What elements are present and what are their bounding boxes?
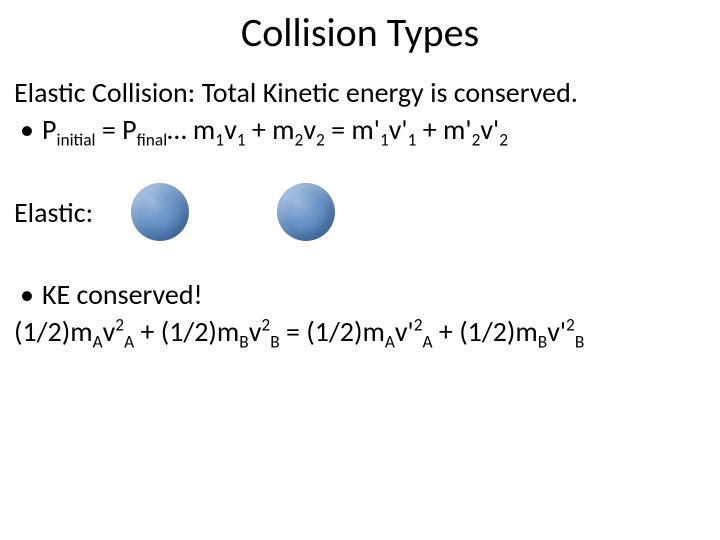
mp2: m' <box>443 112 472 147</box>
sub-a3: A <box>385 331 395 353</box>
half-3: (1/2) <box>306 314 362 349</box>
sup2-1: 2 <box>115 314 124 336</box>
ke-v-b: v <box>249 314 262 349</box>
final-sub: final <box>137 129 168 151</box>
m1v1: m1v1 <box>193 112 246 147</box>
half-2: (1/2) <box>161 314 217 349</box>
sub1c: 1 <box>380 129 389 151</box>
mp1: m' <box>351 112 380 147</box>
ke-eq: = <box>280 314 307 349</box>
ke-conserved: KE conserved! <box>14 277 706 312</box>
sub1b: 1 <box>237 129 246 151</box>
sub-a2: A <box>124 331 134 353</box>
ball-right-icon <box>277 183 335 241</box>
ke-m-b: m <box>217 314 239 349</box>
v2: v <box>303 112 316 147</box>
p-final: Pfinal <box>122 112 167 147</box>
ke-v-a: v <box>103 314 116 349</box>
ellipsis: … <box>167 112 193 147</box>
m2: m <box>272 112 294 147</box>
slide-body: Elastic Collision: Total Kinetic energy … <box>0 75 720 349</box>
slide: Collision Types Elastic Collision: Total… <box>0 8 720 540</box>
sub-b1: B <box>239 331 248 353</box>
p-initial: Pinitial <box>42 112 96 147</box>
sub-a1: A <box>93 331 103 353</box>
sub2b: 2 <box>316 129 325 151</box>
plus-1: + <box>246 112 273 147</box>
p-symbol: P <box>42 112 56 147</box>
plus-2: + <box>416 112 443 147</box>
equals-2: = <box>325 112 352 147</box>
elastic-row: Elastic: <box>14 183 706 241</box>
ke-plus-2: + <box>433 314 460 349</box>
sub-b4: B <box>575 331 584 353</box>
half-1: (1/2) <box>14 314 70 349</box>
initial-sub: initial <box>56 129 95 151</box>
elastic-label: Elastic: <box>14 195 93 230</box>
sup2-3: 2 <box>414 314 423 336</box>
ke-m-b2: m <box>515 314 537 349</box>
sub-a4: A <box>423 331 433 353</box>
vp1: v' <box>389 112 408 147</box>
vp2: v' <box>480 112 499 147</box>
v: v <box>224 112 237 147</box>
mp2vp2: m'2v'2 <box>443 112 508 147</box>
p-symbol-2: P <box>122 112 136 147</box>
mp1vp1: m'1v'1 <box>351 112 416 147</box>
elastic-definition: Elastic Collision: Total Kinetic energy … <box>14 75 706 110</box>
m2v2: m2v2 <box>272 112 325 147</box>
sup2-4: 2 <box>566 314 575 336</box>
half-4: (1/2) <box>459 314 515 349</box>
equals-1: = <box>96 112 123 147</box>
momentum-equation: Pinitial = Pfinal… m1v1 + m2v2 = m'1v'1 … <box>14 112 706 147</box>
sub2d: 2 <box>499 129 508 151</box>
sub1: 1 <box>215 129 224 151</box>
ke-m-a2: m <box>362 314 384 349</box>
sub-b3: B <box>538 331 547 353</box>
m: m <box>193 112 215 147</box>
sub-b2: B <box>270 331 279 353</box>
ke-vp-b: v' <box>547 314 566 349</box>
slide-title: Collision Types <box>0 8 720 57</box>
sup2-2: 2 <box>261 314 270 336</box>
ke-plus-1: + <box>134 314 161 349</box>
ke-equation: (1/2)mAv2A + (1/2)mBv2B = (1/2)mAv'2A + … <box>14 314 706 349</box>
ball-left-icon <box>131 183 189 241</box>
ke-vp-a: v' <box>395 314 414 349</box>
ke-m-a: m <box>70 314 92 349</box>
